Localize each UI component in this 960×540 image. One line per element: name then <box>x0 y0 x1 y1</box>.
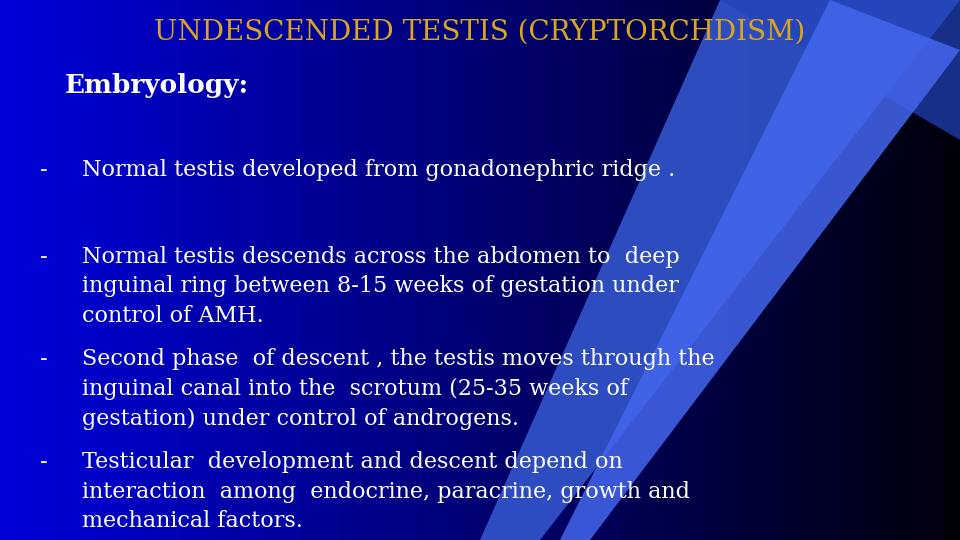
Text: -: - <box>40 348 48 370</box>
Polygon shape <box>720 0 960 140</box>
Polygon shape <box>560 0 960 540</box>
Text: Normal testis descends across the abdomen to  deep
inguinal ring between 8-15 we: Normal testis descends across the abdome… <box>82 246 680 327</box>
Text: UNDESCENDED TESTIS (CRYPTORCHDISM): UNDESCENDED TESTIS (CRYPTORCHDISM) <box>155 19 805 46</box>
Text: -: - <box>40 159 48 181</box>
Polygon shape <box>480 0 960 540</box>
Text: -: - <box>40 246 48 268</box>
Text: Testicular  development and descent depend on
interaction  among  endocrine, par: Testicular development and descent depen… <box>82 451 689 532</box>
Text: -: - <box>40 451 48 473</box>
Text: Normal testis developed from gonadonephric ridge .: Normal testis developed from gonadonephr… <box>82 159 675 181</box>
Text: Embryology:: Embryology: <box>65 73 250 98</box>
Text: Second phase  of descent , the testis moves through the
inguinal canal into the : Second phase of descent , the testis mov… <box>82 348 714 430</box>
